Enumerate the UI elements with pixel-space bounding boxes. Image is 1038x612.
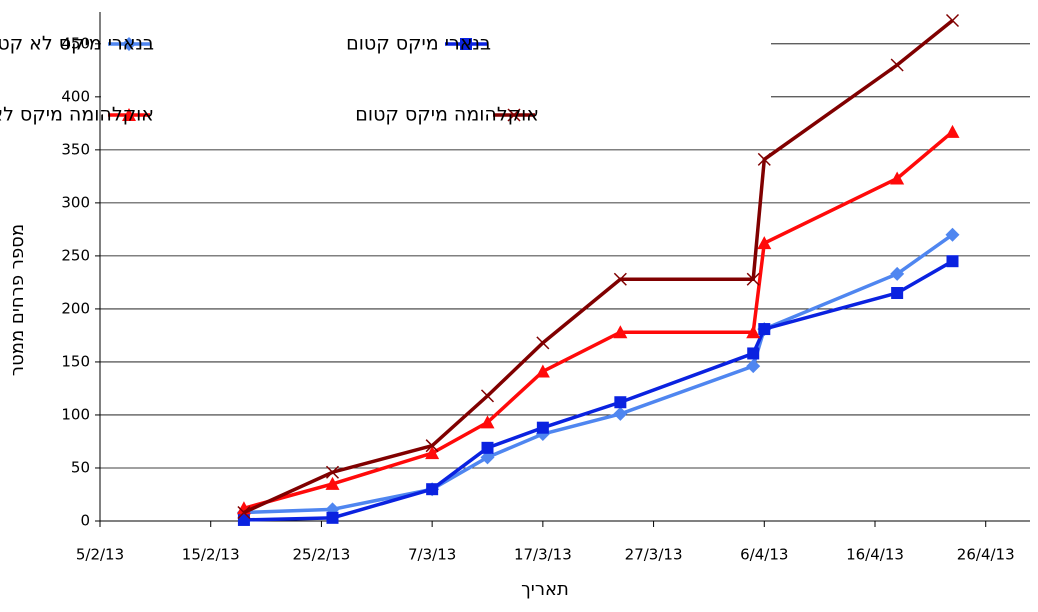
series-line xyxy=(243,233,954,515)
marker xyxy=(425,439,439,453)
legend-label: אוקלהומה מיקס לא קטום xyxy=(0,104,154,126)
marker xyxy=(613,325,628,339)
x-tick-label: 25/2/13 xyxy=(293,546,351,564)
y-tick-label: 350 xyxy=(61,140,90,158)
legend-marker xyxy=(122,108,136,121)
marker xyxy=(945,124,960,138)
marker xyxy=(536,336,550,350)
legend-label: בנארי מיקס לא קטום xyxy=(0,33,154,55)
marker xyxy=(613,272,627,286)
marker xyxy=(945,13,960,28)
marker xyxy=(536,421,549,434)
marker xyxy=(746,325,761,339)
x-tick-label: 17/3/13 xyxy=(514,546,572,564)
marker xyxy=(481,441,494,454)
legend-label: בנארי מיקס קטום xyxy=(346,33,491,55)
marker xyxy=(757,152,771,166)
marker xyxy=(613,406,628,421)
legend-label: אוקלהומה מיקס קטום xyxy=(355,104,539,126)
marker xyxy=(747,347,760,360)
marker xyxy=(746,359,761,374)
legend-marker xyxy=(122,37,136,51)
x-tick-label: 26/4/13 xyxy=(957,546,1015,564)
marker xyxy=(746,272,760,286)
x-tick-label: 5/2/13 xyxy=(76,546,124,564)
marker xyxy=(237,505,251,520)
y-tick-label: 400 xyxy=(61,87,90,105)
x-tick-label: 15/2/13 xyxy=(182,546,240,564)
marker xyxy=(535,364,550,378)
marker xyxy=(480,389,495,403)
marker xyxy=(890,266,905,281)
legend-background xyxy=(101,20,771,128)
legend-marker xyxy=(460,38,472,50)
marker xyxy=(946,255,959,268)
x-tick-label: 16/4/13 xyxy=(846,546,904,564)
x-tick-label: 27/3/13 xyxy=(625,546,683,564)
marker xyxy=(425,446,440,460)
y-tick-label: 100 xyxy=(61,405,90,423)
y-tick-label: 450 xyxy=(61,34,90,52)
marker xyxy=(758,323,771,336)
marker xyxy=(757,236,772,250)
legend-marker xyxy=(507,108,521,122)
x-axis-label: תאריך xyxy=(521,579,569,600)
y-tick-label: 50 xyxy=(71,458,90,476)
series-line xyxy=(243,130,954,510)
marker xyxy=(480,415,495,429)
marker xyxy=(891,287,904,300)
marker xyxy=(426,483,439,496)
y-tick-label: 250 xyxy=(61,246,90,264)
y-tick-label: 300 xyxy=(61,193,90,211)
series-line xyxy=(243,259,954,522)
x-tick-label: 6/4/13 xyxy=(740,546,788,564)
y-tick-label: 150 xyxy=(61,352,90,370)
marker xyxy=(325,476,340,490)
marker xyxy=(614,396,627,409)
marker xyxy=(890,58,904,72)
x-tick-label: 7/3/13 xyxy=(408,546,456,564)
marker xyxy=(325,465,340,479)
y-tick-label: 200 xyxy=(61,299,90,317)
marker xyxy=(945,227,960,242)
series-line xyxy=(243,19,954,515)
marker xyxy=(890,171,905,185)
marker xyxy=(480,450,495,465)
marker xyxy=(326,511,339,524)
y-axis-label: מספר פרחים ממטר xyxy=(7,224,28,376)
marker xyxy=(237,513,250,526)
y-tick-label: 0 xyxy=(80,512,90,530)
